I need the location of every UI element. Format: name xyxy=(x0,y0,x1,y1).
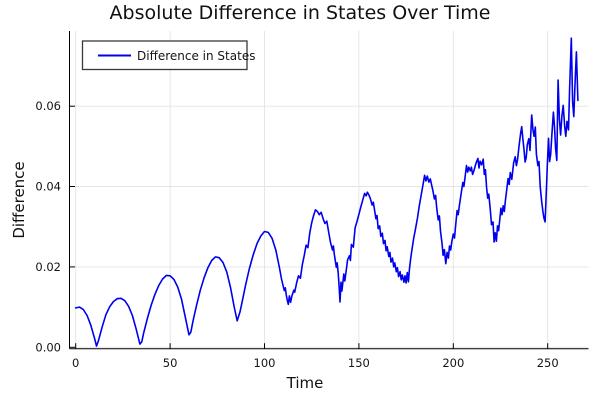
x-tick-label: 250 xyxy=(537,356,559,370)
y-tick-label: 0.04 xyxy=(35,180,61,194)
x-ticks-layer: 0 50 100 150 200 250 xyxy=(72,343,559,370)
x-tick-label: 200 xyxy=(442,356,464,370)
y-tick-label: 0.06 xyxy=(35,99,61,113)
difference-series-line xyxy=(74,37,579,347)
x-tick-label: 150 xyxy=(348,356,370,370)
x-axis-label: Time xyxy=(286,374,324,392)
y-axis-label: Difference xyxy=(10,161,28,238)
y-tick-label: 0.00 xyxy=(35,340,61,354)
x-tick-label: 50 xyxy=(163,356,178,370)
axes-layer: 0 50 100 150 200 250 0.00 0.02 0.04 0.06 xyxy=(35,31,589,370)
legend-label: Difference in States xyxy=(137,49,255,63)
x-tick-label: 100 xyxy=(254,356,276,370)
grid-layer xyxy=(69,31,589,349)
legend: Difference in States xyxy=(81,40,255,71)
x-tick-label: 0 xyxy=(72,356,79,370)
y-ticks-layer: 0.00 0.02 0.04 0.06 xyxy=(35,99,75,354)
chart-title: Absolute Difference in States Over Time xyxy=(110,2,491,24)
y-tick-label: 0.02 xyxy=(35,260,61,274)
